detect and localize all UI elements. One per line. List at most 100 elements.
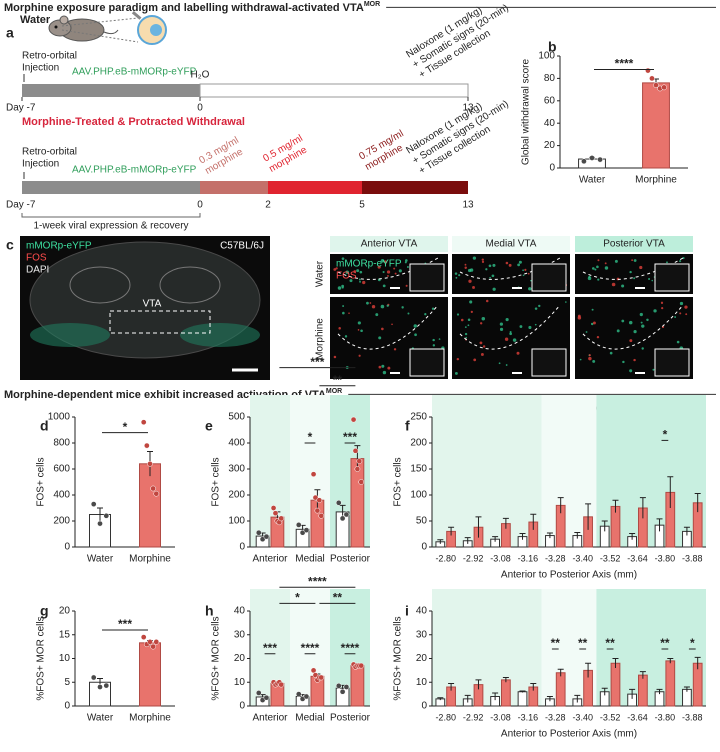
image-panel: c mMORp-eYFP FOS DAPI C57BL/6J VTA Anter… xyxy=(6,236,693,380)
x-tick-label: -3.08 xyxy=(490,712,511,722)
speckle xyxy=(465,336,468,339)
x-tick-label: -3.80 xyxy=(655,553,676,563)
speckle xyxy=(505,261,509,265)
speckle xyxy=(679,301,684,306)
error-bar xyxy=(492,692,499,701)
y-tick-label: 0 xyxy=(549,163,555,174)
timeline-segment xyxy=(268,181,362,194)
speckle xyxy=(393,267,396,270)
data-point xyxy=(318,674,325,681)
x-axis-label: Anterior to Posterior Axis (mm) xyxy=(501,570,637,581)
y-tick-label: 0 xyxy=(421,701,427,712)
inset xyxy=(409,263,445,292)
speckle xyxy=(512,338,517,342)
speckle xyxy=(479,341,483,345)
strain-label: C57BL/6J xyxy=(220,241,264,252)
speckle xyxy=(629,339,633,343)
speckle xyxy=(530,279,532,282)
data-point xyxy=(649,75,655,82)
region-outline xyxy=(459,304,561,350)
inset xyxy=(531,348,567,377)
error-bar xyxy=(694,492,701,513)
x-tick-label: Posterior xyxy=(330,554,371,565)
brain-structure xyxy=(69,266,131,304)
speckle xyxy=(492,287,496,291)
significance-label: *** xyxy=(310,355,324,369)
data-point xyxy=(97,684,103,690)
significance-label: * xyxy=(295,591,300,605)
x-tick-label: -3.40 xyxy=(572,712,593,722)
panel-letter: i xyxy=(405,603,409,619)
channel-label: mMORp-eYFP xyxy=(336,259,402,270)
y-tick-label: 60 xyxy=(544,95,556,106)
speckle xyxy=(454,272,458,275)
speckle xyxy=(641,347,644,350)
x-tick-label: -2.80 xyxy=(435,553,456,563)
error-bar xyxy=(639,497,646,519)
y-tick-label: 40 xyxy=(234,606,246,617)
significance-label: **** xyxy=(341,641,360,655)
speckle xyxy=(456,357,460,361)
speckle xyxy=(467,324,470,327)
data-point xyxy=(581,158,587,165)
data-point xyxy=(310,471,317,478)
speckle xyxy=(387,366,391,370)
error-bar xyxy=(519,532,526,540)
significance-label: ** xyxy=(605,636,615,650)
injection-label: Injection xyxy=(22,159,59,170)
inset xyxy=(654,263,690,292)
error-bar xyxy=(629,688,636,699)
timeline-segment xyxy=(22,84,200,97)
y-tick-label: 400 xyxy=(228,438,245,449)
data-point xyxy=(358,662,365,669)
data-point xyxy=(358,479,365,485)
data-point xyxy=(299,529,306,536)
error-bar xyxy=(612,499,619,513)
y-tick-label: 500 xyxy=(228,412,245,423)
data-point xyxy=(597,156,603,163)
speckle xyxy=(661,306,664,310)
significance-label: * xyxy=(663,428,668,442)
speckle xyxy=(404,261,407,264)
y-tick-label: 5 xyxy=(64,677,70,688)
region-outline xyxy=(337,304,439,350)
significance-label: * xyxy=(690,636,695,650)
speckle xyxy=(481,258,484,261)
bar xyxy=(665,660,676,707)
injection-label: Retro-orbital xyxy=(22,51,77,62)
x-tick-label: -2.80 xyxy=(435,712,456,722)
speckle xyxy=(432,344,436,347)
speckle xyxy=(482,345,486,348)
speckle xyxy=(538,304,541,308)
data-point xyxy=(278,515,285,522)
speckle xyxy=(481,317,486,321)
significance-label: ** xyxy=(578,636,588,650)
speckle xyxy=(431,307,435,310)
speckle xyxy=(341,257,345,261)
data-point xyxy=(255,690,262,696)
x-tick-label: Anterior xyxy=(252,713,288,724)
error-bar xyxy=(639,671,646,679)
error-bar xyxy=(475,679,482,690)
data-point xyxy=(147,639,153,645)
speckle xyxy=(528,325,532,329)
y-tick-label: 40 xyxy=(416,606,428,617)
speckle xyxy=(522,269,525,272)
speckle xyxy=(464,266,467,270)
y-tick-label: 600 xyxy=(53,464,70,475)
error-bar xyxy=(464,537,471,544)
speckle xyxy=(491,274,495,278)
speckle xyxy=(360,329,363,333)
y-axis-label: %FOS+ MOR cells xyxy=(393,616,404,700)
speckle xyxy=(359,280,361,283)
bar xyxy=(350,458,365,548)
section-title: Morphine-dependent mice exhibit increase… xyxy=(4,388,342,401)
error-bar xyxy=(612,658,619,668)
column-label: Medial VTA xyxy=(486,239,537,250)
y-tick-label: 0 xyxy=(239,701,245,712)
y-tick-label: 0 xyxy=(64,701,70,712)
speckle xyxy=(464,263,467,266)
data-point xyxy=(272,510,279,517)
data-point xyxy=(645,67,651,74)
y-tick-label: 100 xyxy=(228,516,245,527)
